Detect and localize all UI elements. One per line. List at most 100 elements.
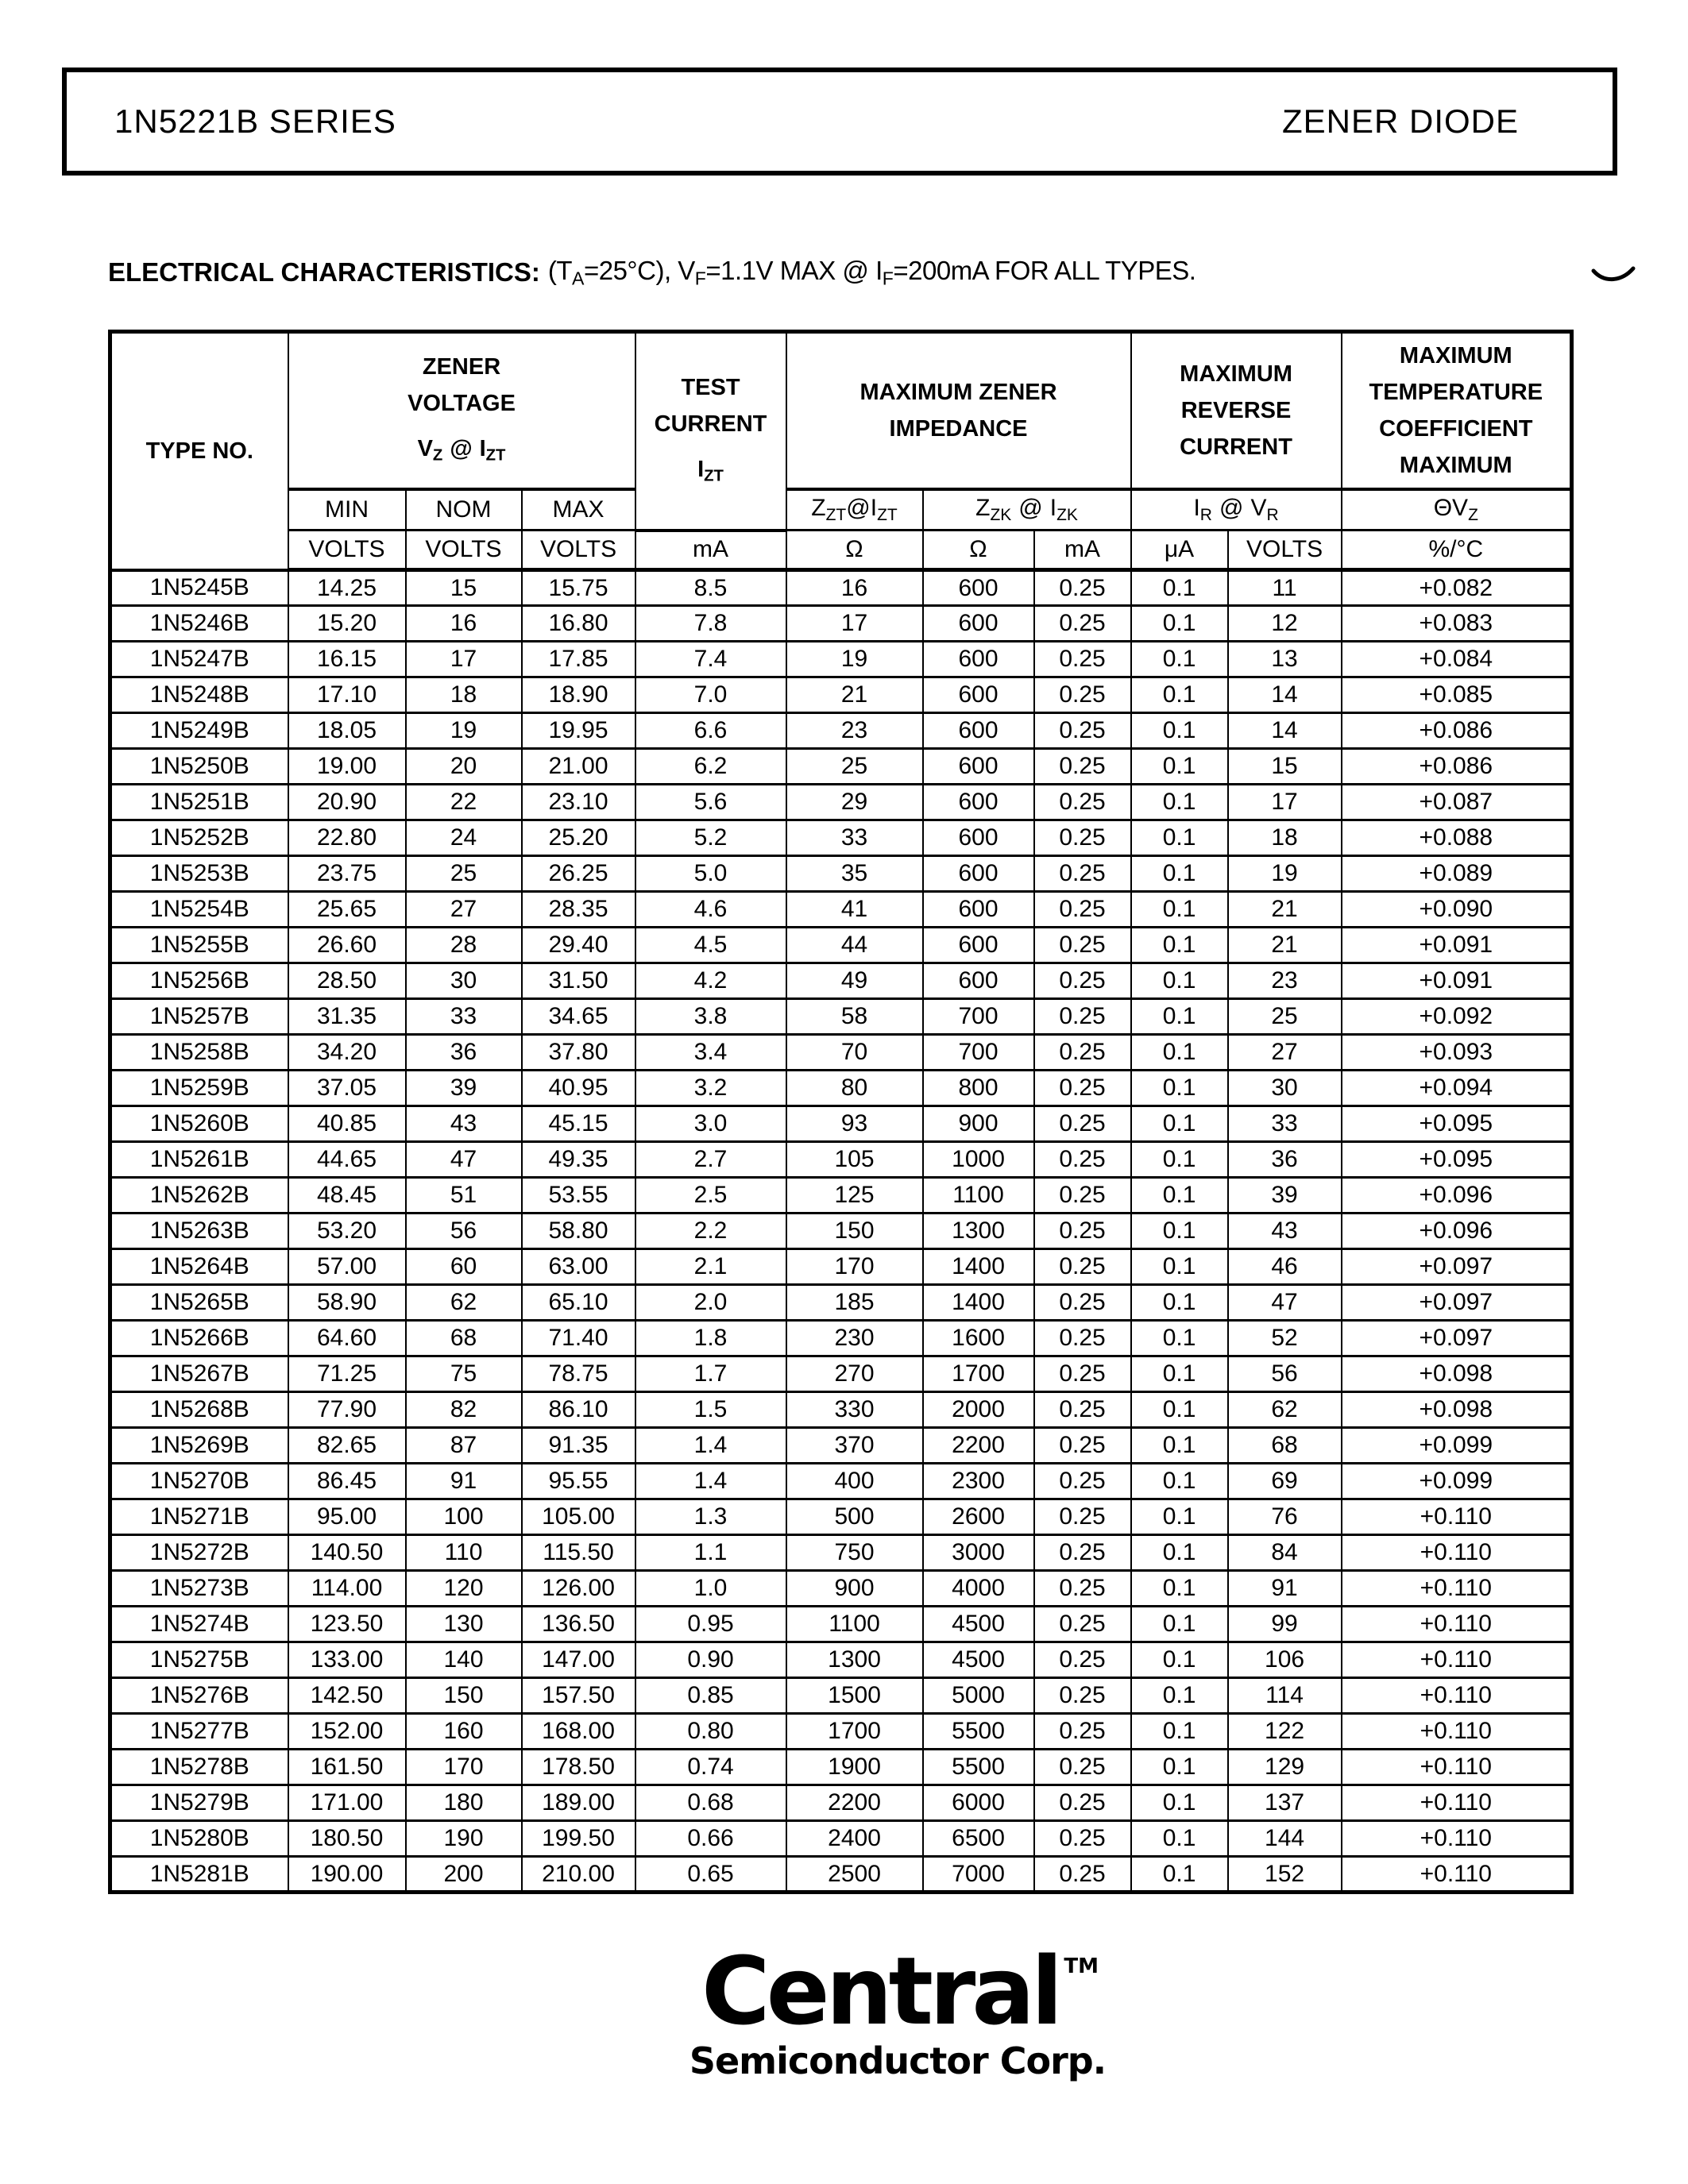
cell-vz-max: 34.65 [520,997,636,1036]
cell-vz-nom: 56 [404,1212,523,1250]
logo-wordmark: Central TM [701,1936,1099,2046]
cell-vz-max: 78.75 [520,1355,636,1393]
cell-test-current: 2.7 [634,1140,787,1179]
cell-vz-min: 16.15 [287,640,407,678]
cell-ir: 0.1 [1130,1105,1229,1143]
cell-zzt-impedance: 330 [785,1391,924,1429]
cell-temp-coeff: +0.095 [1340,1140,1573,1179]
table-row: 1N5272B 140.50 110 115.50 1.1 750 3000 0.25 0.1 8… [109,1534,1573,1572]
cell-vz-min: 142.50 [287,1677,407,1715]
cell-test-current: 0.85 [634,1677,787,1715]
cell-test-current: 2.2 [634,1212,787,1250]
cell-ir: 0.1 [1130,1712,1229,1750]
col-header-max-reverse-current: MAXIMUM REVERSE CURRENT [1130,330,1342,491]
cell-zzk-impedance: 1400 [921,1248,1035,1286]
cell-type-no: 1N5246B [109,604,289,642]
cell-vr: 39 [1226,1176,1342,1214]
cell-izk: 0.25 [1033,1784,1132,1822]
cell-vz-min: 14.25 [287,569,407,607]
cell-vz-max: 115.50 [520,1534,636,1572]
cell-vr: 14 [1226,712,1342,750]
cell-zzk-impedance: 600 [921,855,1035,893]
cell-ir: 0.1 [1130,1355,1229,1393]
cell-temp-coeff: +0.089 [1340,855,1573,893]
cell-vr: 21 [1226,926,1342,964]
cell-ir: 0.1 [1130,890,1229,928]
cell-ir: 0.1 [1130,1176,1229,1214]
cell-temp-coeff: +0.097 [1340,1248,1573,1286]
cell-ir: 0.1 [1130,1140,1229,1179]
cell-vz-nom: 19 [404,712,523,750]
cell-izk: 0.25 [1033,819,1132,857]
cell-vz-max: 45.15 [520,1105,636,1143]
cell-type-no: 1N5250B [109,747,289,785]
cell-vz-nom: 100 [404,1498,523,1536]
cell-vz-min: 44.65 [287,1140,407,1179]
cell-test-current: 1.4 [634,1462,787,1500]
table-row: 1N5267B 71.25 75 78.75 1.7 270 1700 0.25 0.1 56 +0… [109,1355,1573,1393]
cell-vr: 25 [1226,997,1342,1036]
table-row: 1N5281B 190.00 200 210.00 0.65 2500 7000 0.25 0.… [109,1855,1573,1893]
cell-test-current: 1.0 [634,1569,787,1607]
cell-vz-nom: 140 [404,1641,523,1679]
cell-izk: 0.25 [1033,962,1132,1000]
device-type-title: ZENER DIODE [1281,102,1519,140]
cell-test-current: 2.0 [634,1283,787,1322]
cell-izk: 0.25 [1033,1712,1132,1750]
unit-volts-min: VOLTS [287,529,407,572]
table-row: 1N5266B 64.60 68 71.40 1.8 230 1600 0.25 0.1 52 +0… [109,1319,1573,1357]
cell-izk: 0.25 [1033,1319,1132,1357]
table-row: 1N5251B 20.90 22 23.10 5.6 29 600 0.25 0.1 17 +0.0… [109,783,1573,821]
cell-vz-max: 136.50 [520,1605,636,1643]
cell-vr: 99 [1226,1605,1342,1643]
cell-temp-coeff: +0.083 [1340,604,1573,642]
cell-vr: 76 [1226,1498,1342,1536]
cell-vr: 144 [1226,1819,1342,1858]
cell-ir: 0.1 [1130,1605,1229,1643]
cell-vz-min: 161.50 [287,1748,407,1786]
cell-test-current: 5.2 [634,819,787,857]
cell-zzt-impedance: 16 [785,569,924,607]
cell-test-current: 6.2 [634,747,787,785]
cell-test-current: 1.7 [634,1355,787,1393]
table-row: 1N5258B 34.20 36 37.80 3.4 70 700 0.25 0.1 27 +0.0… [109,1033,1573,1071]
cell-vz-max: 210.00 [520,1855,636,1893]
cell-type-no: 1N5253B [109,855,289,893]
cell-vz-max: 18.90 [520,676,636,714]
checkmark-icon [1591,266,1636,282]
table-row: 1N5245B 14.25 15 15.75 8.5 16 600 0.25 0.1 11 +0.0… [109,569,1573,607]
cell-vz-max: 49.35 [520,1140,636,1179]
cell-vz-min: 77.90 [287,1391,407,1429]
cell-type-no: 1N5259B [109,1069,289,1107]
cell-izk: 0.25 [1033,1569,1132,1607]
cell-zzt-impedance: 21 [785,676,924,714]
series-title: 1N5221B SERIES [114,102,396,140]
cell-temp-coeff: +0.110 [1340,1748,1573,1786]
cell-vr: 137 [1226,1784,1342,1822]
cell-zzt-impedance: 35 [785,855,924,893]
cell-vr: 21 [1226,890,1342,928]
cell-izk: 0.25 [1033,1819,1132,1858]
cell-ir: 0.1 [1130,1212,1229,1250]
cell-temp-coeff: +0.097 [1340,1283,1573,1322]
table-row: 1N5257B 31.35 33 34.65 3.8 58 700 0.25 0.1 25 +0.0… [109,997,1573,1036]
cell-temp-coeff: +0.091 [1340,962,1573,1000]
cell-vz-nom: 190 [404,1819,523,1858]
cell-test-current: 0.68 [634,1784,787,1822]
cell-type-no: 1N5258B [109,1033,289,1071]
table-row: 1N5249B 18.05 19 19.95 6.6 23 600 0.25 0.1 14 +0.0… [109,712,1573,750]
cell-ir: 0.1 [1130,712,1229,750]
cell-ir: 0.1 [1130,604,1229,642]
cell-temp-coeff: +0.110 [1340,1641,1573,1679]
table-row: 1N5250B 19.00 20 21.00 6.2 25 600 0.25 0.1 15 +0.0… [109,747,1573,785]
cell-vz-max: 63.00 [520,1248,636,1286]
cell-izk: 0.25 [1033,1140,1132,1179]
cell-izk: 0.25 [1033,783,1132,821]
cell-vz-min: 34.20 [287,1033,407,1071]
cell-zzt-impedance: 2400 [785,1819,924,1858]
cell-test-current: 0.80 [634,1712,787,1750]
cell-vz-max: 53.55 [520,1176,636,1214]
cell-test-current: 5.0 [634,855,787,893]
cell-ir: 0.1 [1130,1033,1229,1071]
table-row: 1N5276B 142.50 150 157.50 0.85 1500 5000 0.25 0.… [109,1677,1573,1715]
